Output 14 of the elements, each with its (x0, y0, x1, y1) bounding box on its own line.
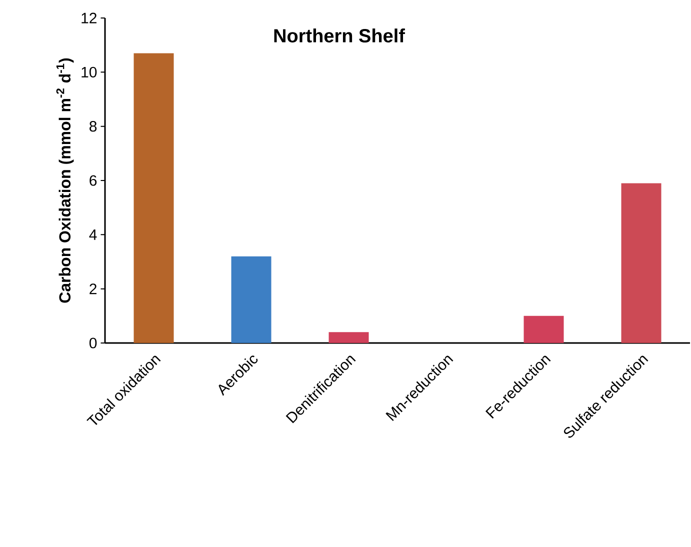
bar (621, 183, 662, 343)
y-tick-label: 6 (90, 175, 97, 186)
y-tick-label: 12 (82, 12, 96, 24)
chart-title: Northern Shelf (274, 28, 405, 42)
y-tick-label: 10 (82, 66, 97, 78)
bar (328, 332, 369, 343)
bar (231, 256, 272, 343)
y-tick-label: 4 (89, 230, 97, 240)
bar (524, 316, 564, 343)
y-axis-title: Carbon Oxidation (mmol m$^{-2}$ d$^{-1}$) (56, 58, 74, 303)
y-tick-label: 0 (89, 338, 97, 348)
bar (134, 53, 174, 343)
y-tick-label: 8 (90, 121, 97, 132)
y-tick-label: 2 (90, 284, 96, 294)
